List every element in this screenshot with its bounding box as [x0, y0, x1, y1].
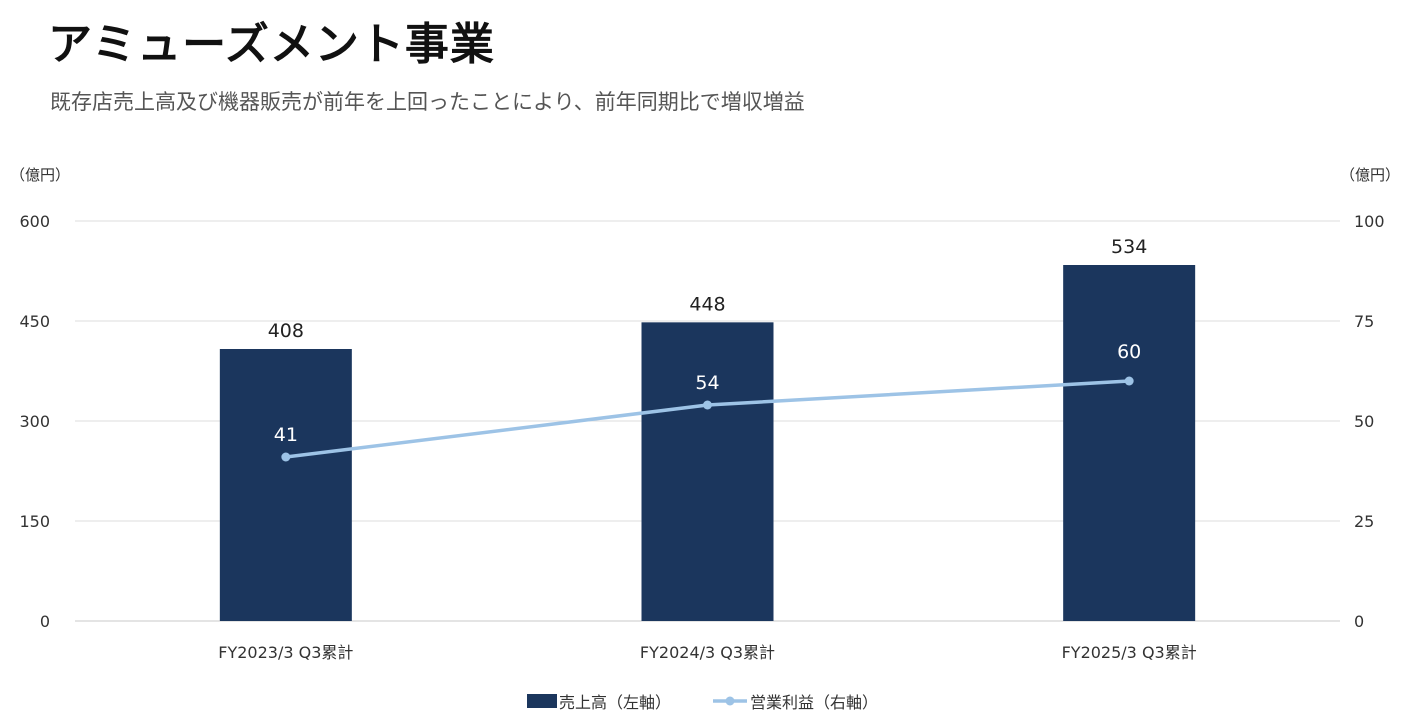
line-point: [281, 452, 291, 462]
y-left-tick-label: 150: [19, 512, 50, 531]
bar-value-label: 408: [268, 320, 304, 342]
legend: 売上高（左軸） 営業利益（右軸）: [527, 693, 878, 712]
y-left-tick-label: 600: [19, 212, 50, 231]
y-right-tick-label: 50: [1354, 412, 1374, 431]
axes: 0 150 300 450 600 0 25 50 75 100 （億円） （億円） FY2023/3 …: [10, 166, 1400, 662]
y-right-unit-label: （億円）: [1340, 166, 1400, 184]
legend-swatch-marker: [725, 696, 735, 706]
bar-value-label: 448: [689, 293, 725, 315]
legend-label-profit: 営業利益（右軸）: [750, 693, 878, 712]
x-category-label: FY2024/3 Q3累計: [640, 643, 775, 662]
bar-series: 408 448 534: [219, 236, 1196, 621]
y-right-tick-label: 25: [1354, 512, 1374, 531]
page-title: アミューズメント事業: [48, 19, 495, 70]
line-value-label: 60: [1117, 341, 1141, 363]
bar: [219, 349, 352, 621]
x-category-label: FY2023/3 Q3累計: [218, 643, 353, 662]
line-point: [703, 400, 712, 410]
y-left-tick-label: 300: [19, 412, 50, 431]
bar: [641, 322, 774, 621]
y-right-tick-label: 0: [1354, 612, 1364, 631]
x-category-label: FY2025/3 Q3累計: [1062, 643, 1197, 662]
y-left-unit-label: （億円）: [10, 166, 70, 184]
y-right-tick-label: 75: [1354, 312, 1374, 331]
line-series: 41 54 60: [274, 341, 1141, 462]
line-value-label: 41: [274, 424, 298, 446]
legend-swatch-bar: [527, 694, 557, 708]
y-left-tick-label: 450: [19, 312, 50, 331]
bar-value-label: 534: [1111, 236, 1147, 258]
y-left-tick-label: 0: [40, 612, 50, 631]
line-value-label: 54: [695, 372, 719, 394]
line-point: [1124, 376, 1134, 386]
page-subtitle: 既存店売上高及び機器販売が前年を上回ったことにより、前年同期比で増収増益: [50, 90, 805, 114]
bar: [1063, 265, 1196, 621]
legend-label-sales: 売上高（左軸）: [559, 693, 671, 712]
y-right-tick-label: 100: [1354, 212, 1385, 231]
